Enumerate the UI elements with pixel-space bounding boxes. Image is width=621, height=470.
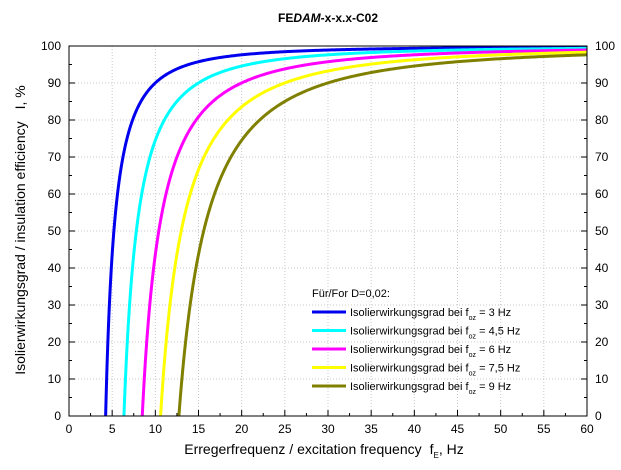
x-tick-label: 5: [109, 422, 116, 436]
title-suffix: -x-x.x-C02: [321, 11, 379, 25]
x-tick-label: 0: [66, 422, 73, 436]
x-tick-label: 45: [451, 422, 465, 436]
x-axis-symbol: f: [430, 441, 434, 457]
x-axis-label-text: Erregerfrequenz / excitation frequency: [184, 441, 421, 457]
y-right-tick-label: 50: [595, 224, 609, 238]
y-right-tick-label: 30: [595, 298, 609, 312]
y-tick-label: 50: [48, 224, 62, 238]
y-right-tick-label: 0: [595, 409, 602, 423]
y-right-tick-label: 20: [595, 335, 609, 349]
y-tick-label: 70: [48, 150, 62, 164]
y-tick-label: 10: [48, 372, 62, 386]
x-tick-label: 25: [278, 422, 292, 436]
x-tick-label: 20: [235, 422, 249, 436]
x-tick-label: 55: [537, 422, 551, 436]
series-line-3: [104, 45, 588, 418]
y-axis-symbol: I: [12, 105, 28, 109]
legend: Für/For D=0,02: Isolierwirkungsgrad bei …: [312, 288, 520, 396]
legend-label: Isolierwirkungsgrad bei foz = 7,5 Hz: [350, 363, 520, 378]
x-tick-label: 15: [192, 422, 206, 436]
y-right-tick-label: 80: [595, 113, 609, 127]
x-axis-unit: , Hz: [439, 441, 464, 457]
x-axis-symbol-sub: E: [434, 451, 439, 460]
y-axis-unit: , %: [12, 85, 28, 105]
y-right-tick-label: 100: [595, 39, 615, 53]
series-line-9: [177, 53, 588, 418]
curves: [104, 45, 588, 418]
legend-label: Isolierwirkungsgrad bei foz = 3 Hz: [350, 307, 511, 322]
y-tick-label: 40: [48, 261, 62, 275]
y-tick-label: 100: [41, 39, 61, 53]
y-tick-label: 0: [54, 409, 61, 423]
y-tick-label: 20: [48, 335, 62, 349]
x-tick-label: 35: [364, 422, 378, 436]
legend-label: Isolierwirkungsgrad bei foz = 6 Hz: [350, 344, 511, 359]
x-tick-label: 30: [321, 422, 335, 436]
x-tick-label: 50: [494, 422, 508, 436]
legend-items: Isolierwirkungsgrad bei foz = 3 Hz Isolie…: [312, 307, 520, 396]
title-prefix: FE: [278, 11, 293, 25]
x-tick-label: 60: [580, 422, 594, 436]
y-axis-label: Isolierwirkungsgrad / insulation efficie…: [12, 85, 28, 375]
chart-title: FEDAM-x-x.x-C02: [278, 11, 378, 25]
legend-title: Für/For D=0,02:: [312, 288, 390, 300]
y-axis-label-text: Isolierwirkungsgrad / insulation efficie…: [12, 121, 28, 374]
y-right-tick-label: 70: [595, 150, 609, 164]
x-tick-label: 10: [149, 422, 163, 436]
y-right-tick-label: 40: [595, 261, 609, 275]
x-axis-label: Erregerfrequenz / excitation frequency fE…: [184, 441, 463, 460]
y-right-tick-label: 60: [595, 187, 609, 201]
y-tick-label: 90: [48, 76, 62, 90]
y-tick-label: 80: [48, 113, 62, 127]
legend-label: Isolierwirkungsgrad bei foz = 4,5 Hz: [350, 326, 520, 341]
series-line-6: [140, 48, 588, 418]
series-line-7-5: [159, 50, 588, 418]
y-right-tick-label: 10: [595, 372, 609, 386]
x-tick-label: 40: [408, 422, 422, 436]
legend-label: Isolierwirkungsgrad bei foz = 9 Hz: [350, 381, 511, 396]
y-tick-label: 60: [48, 187, 62, 201]
title-italic: DAM: [293, 11, 321, 25]
y-right-tick-label: 90: [595, 76, 609, 90]
y-tick-label: 30: [48, 298, 62, 312]
series-line-4-5: [122, 46, 588, 418]
